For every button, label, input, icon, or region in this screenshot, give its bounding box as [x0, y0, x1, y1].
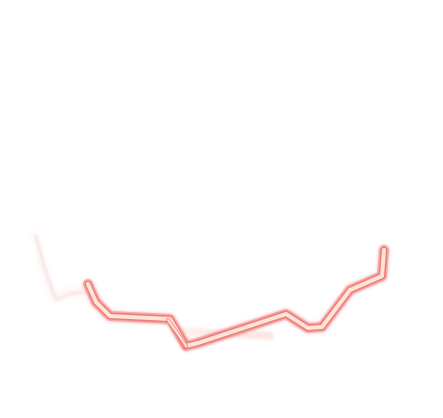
main-stroke [83, 245, 389, 351]
